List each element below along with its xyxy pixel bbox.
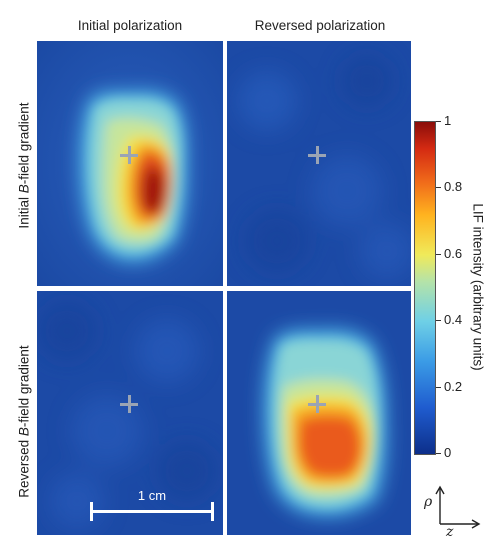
panel-initial-polarization-initial-gradient [37, 41, 223, 286]
panel-reversed-polarization-reversed-gradient [227, 291, 411, 535]
cross-icon [308, 146, 326, 164]
colorbar-tick [436, 254, 441, 255]
axis-label-rho: ρ [424, 494, 433, 510]
column-title-initial-polarization: Initial polarization [77, 18, 183, 33]
axis-label-z: z [446, 524, 454, 540]
scale-bar: 1 cm [90, 488, 214, 522]
colorbar-tick [436, 320, 441, 321]
colorbar-label-0: 0 [444, 445, 452, 460]
colorbar-label-0.8: 0.8 [444, 179, 463, 194]
row-title-initial-gradient: Initial B-field gradient [16, 102, 32, 229]
scale-bar-tick-left [90, 502, 93, 521]
scale-bar-label: 1 cm [137, 488, 167, 503]
colorbar-tick [436, 453, 441, 454]
colorbar-tick [436, 187, 441, 188]
row-title-reversed-gradient: Reversed B-field gradient [16, 345, 32, 498]
axes-arrows-icon [435, 485, 481, 529]
colorbar [414, 121, 436, 455]
panel-initial-polarization-reversed-gradient: 1 cm [37, 291, 223, 535]
scale-bar-line [90, 510, 214, 513]
column-title-reversed-polarization: Reversed polarization [254, 18, 386, 33]
cross-icon [120, 146, 138, 164]
colorbar-title: LIF intensity (arbitrary units) [470, 203, 486, 371]
axes-icon: ρ z [420, 482, 490, 542]
scale-bar-tick-right [211, 502, 214, 521]
cross-icon [308, 395, 326, 413]
colorbar-label-0.6: 0.6 [444, 246, 463, 261]
panel-reversed-polarization-initial-gradient [227, 41, 411, 286]
colorbar-label-0.4: 0.4 [444, 312, 463, 327]
colorbar-label-0.2: 0.2 [444, 379, 463, 394]
colorbar-tick [436, 121, 441, 122]
cross-icon [120, 395, 138, 413]
colorbar-label-1: 1 [444, 113, 452, 128]
colorbar-tick [436, 387, 441, 388]
